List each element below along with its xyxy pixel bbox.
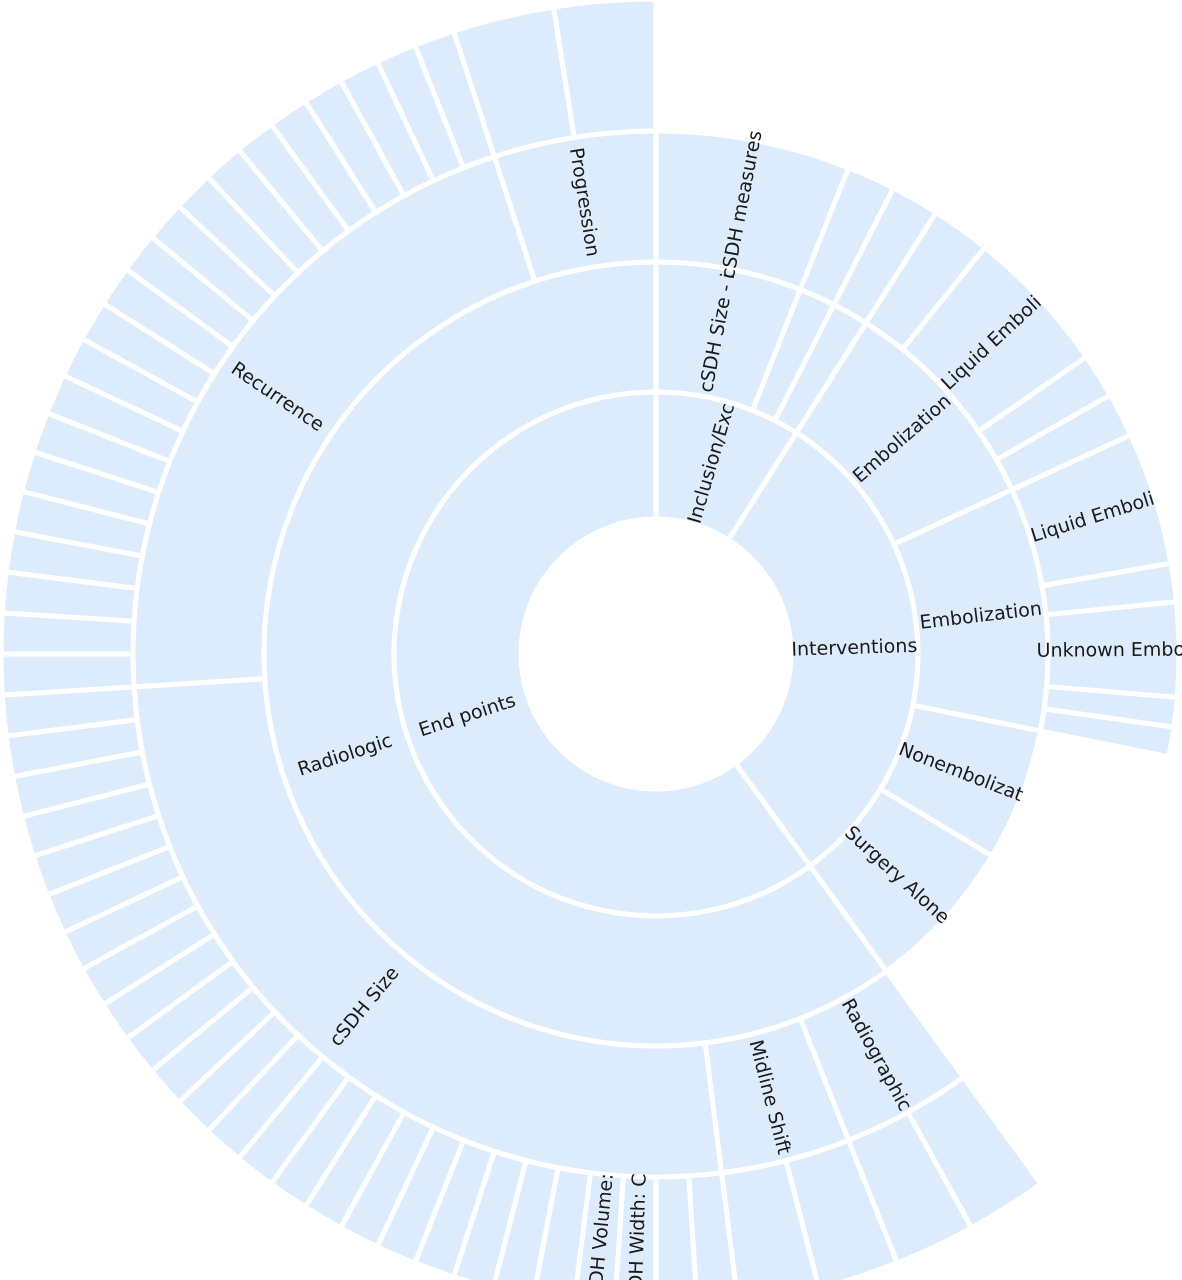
- segment-d3-n-2-0-2-1[interactable]: [653, 1173, 698, 1280]
- segment-d3-n-2-0-4-1[interactable]: [550, 0, 659, 141]
- segment-label-interventions: Interventions: [791, 635, 918, 661]
- segment-label-unknown-embol: Unknown Embol: [1037, 638, 1182, 661]
- segment-d3-n-2-0-3-0[interactable]: [0, 651, 137, 698]
- segment-label-csdh-width-c: cSDH Width: C: [624, 1173, 650, 1280]
